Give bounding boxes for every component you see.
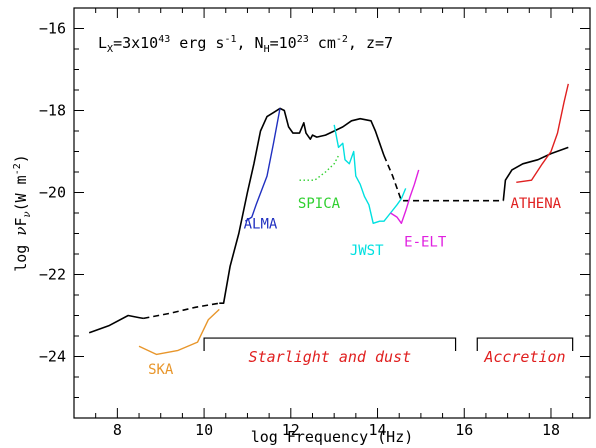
x-axis-label: log Frequency (Hz) [251, 428, 414, 446]
instrument-ska-line [138, 308, 220, 356]
instrument-athena-label: ATHENA [511, 196, 562, 212]
region-bracket-accretion [476, 337, 574, 352]
tick-labels: 8 10 12 14 16 18 −24 −22 −20 −18 −16 [39, 20, 560, 440]
sed-solid-line [502, 146, 569, 201]
y-tick-label: −24 [39, 348, 66, 366]
chart-title: LX=3x1043 erg s-1, NH=1023 cm-2, z=7 [98, 34, 393, 55]
sed-solid-line [88, 314, 144, 334]
y-tick-label: −20 [39, 184, 66, 202]
axis-ticks [73, 7, 590, 419]
x-tick-label: 10 [195, 421, 213, 439]
instrument-ska-label: SKA [148, 362, 174, 378]
region-label-accretion: Accretion [483, 348, 565, 366]
instrument-athena-line [516, 83, 569, 183]
series-lines [88, 107, 569, 334]
x-tick-label: 16 [455, 421, 473, 439]
instrument-spica-label: SPICA [298, 196, 341, 212]
y-axis-label: log νFν(W m-2) [12, 154, 33, 272]
x-tick-label: 8 [113, 421, 122, 439]
y-tick-label: −16 [39, 20, 66, 38]
regions: Starlight and dust Accretion [203, 337, 574, 366]
sed-dashed-line [143, 302, 220, 320]
x-tick-label: 12 [282, 421, 300, 439]
sed-dashed-line [383, 155, 504, 202]
instrument-e-elt-line [390, 169, 420, 225]
y-tick-label: −18 [39, 102, 66, 120]
instrument-alma-label: ALMA [244, 216, 278, 232]
x-tick-label: 18 [542, 421, 560, 439]
sed-solid-line [219, 107, 385, 305]
instrument-curves: SKA ALMA SPICA JWST E-ELT ATHENA [138, 83, 569, 378]
instrument-jwst-line [333, 124, 407, 225]
instrument-e-elt-label: E-ELT [404, 235, 447, 251]
region-label-starlight-and-dust: Starlight and dust [249, 348, 412, 366]
region-bracket-starlight-and-dust [203, 337, 457, 352]
x-tick-label: 14 [368, 421, 386, 439]
instrument-jwst-label: JWST [350, 243, 384, 259]
instrument-spica-line [299, 155, 340, 181]
y-tick-label: −22 [39, 266, 66, 284]
instrument-alma-line [244, 108, 281, 222]
